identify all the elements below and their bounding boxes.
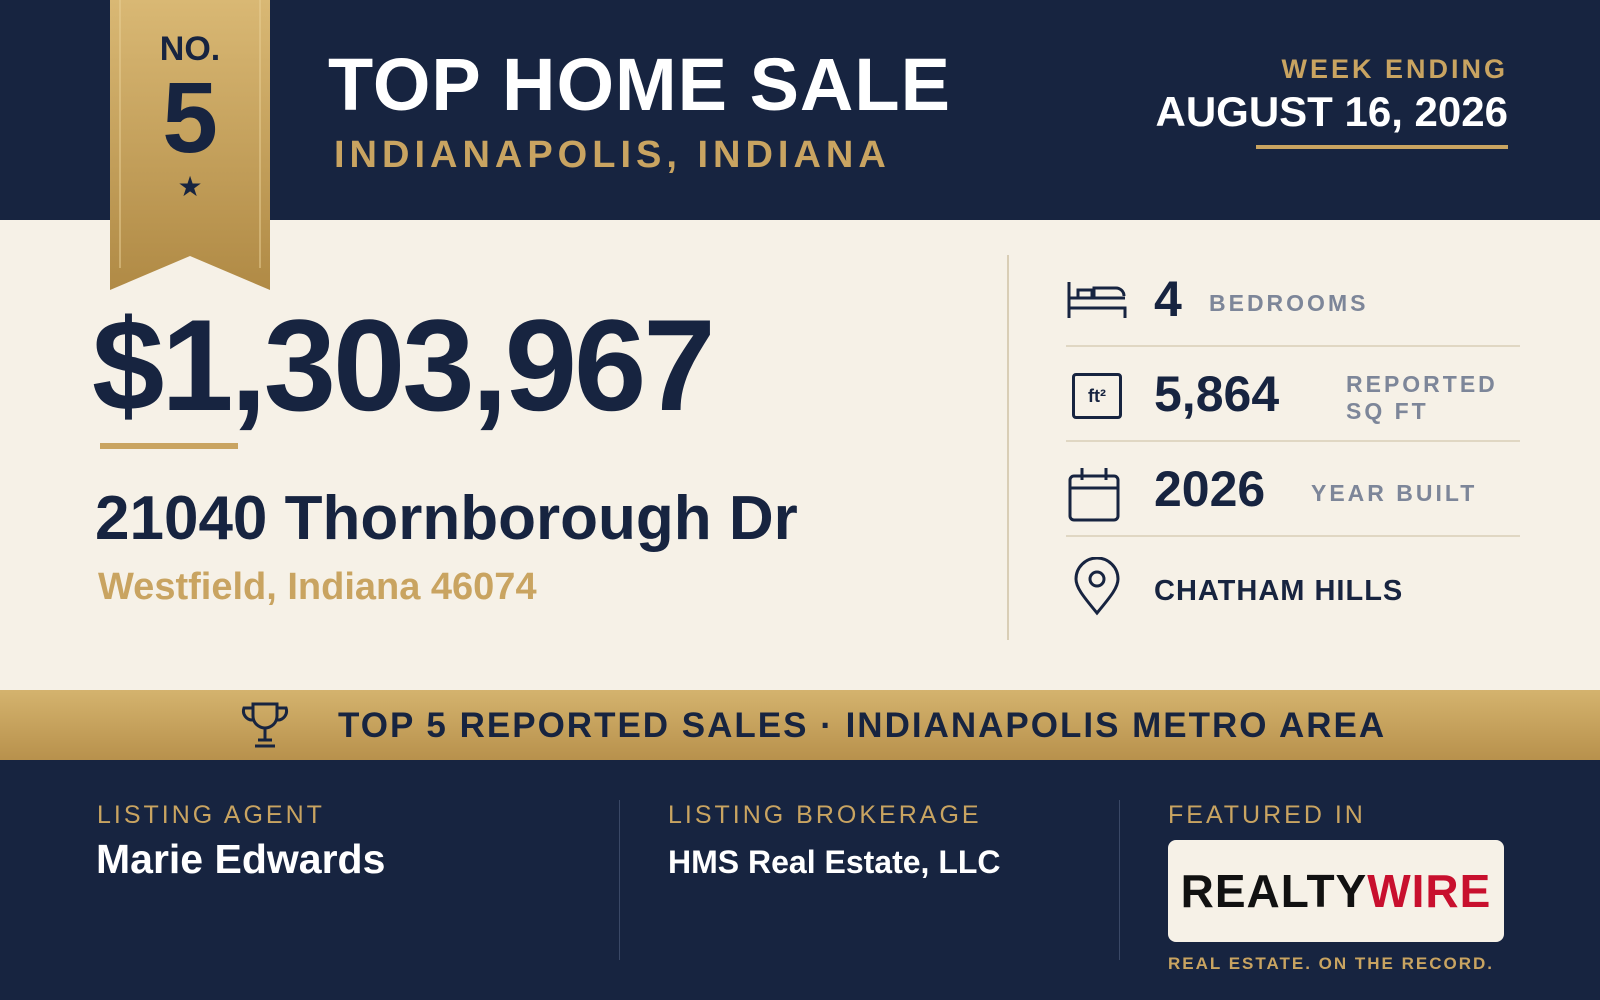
week-label: WEEK ENDING	[1281, 54, 1508, 84]
logo-realty: REALTY	[1180, 865, 1368, 917]
stat-value: 2026	[1154, 461, 1266, 517]
banner-text: TOP 5 REPORTED SALES · INDIANAPOLIS METR…	[338, 706, 1387, 745]
price-underline	[100, 443, 238, 449]
banner	[0, 690, 1600, 760]
week-underline	[1256, 145, 1508, 149]
badge-label: NO.	[159, 30, 221, 68]
trophy-icon	[242, 702, 288, 748]
divider	[1119, 800, 1120, 960]
agent-name: Marie Edwards	[96, 836, 386, 882]
subtitle: INDIANAPOLIS, INDIANA	[334, 134, 891, 176]
brokerage-label: LISTING BROKERAGE	[668, 801, 982, 829]
featured-label: FEATURED IN	[1168, 801, 1366, 829]
street: 21040 Thornborough Dr	[95, 484, 798, 553]
badge-number: 5	[162, 62, 218, 174]
logo: REALTYWIRE	[1168, 840, 1504, 942]
tagline: REAL ESTATE. ON THE RECORD.	[1168, 954, 1495, 973]
stat-row: 2026 YEAR BUILT	[1066, 442, 1520, 537]
stat-row: ft² 5,864 REPORTED SQ FT	[1066, 347, 1520, 442]
divider	[1007, 255, 1009, 640]
sqft-icon: ft²	[1072, 373, 1122, 419]
bed-icon	[1067, 282, 1127, 318]
stat-row: 4 BEDROOMS	[1066, 252, 1520, 347]
divider	[619, 800, 620, 960]
week-date: AUGUST 16, 2026	[1155, 88, 1509, 135]
title: TOP HOME SALE	[328, 43, 951, 126]
svg-text:★: ★	[177, 171, 202, 202]
calendar-icon	[1068, 468, 1120, 522]
ribbon: ★	[110, 0, 270, 290]
stat-label: YEAR BUILT	[1311, 480, 1478, 506]
city: Westfield, Indiana 46074	[98, 566, 537, 608]
pin-icon	[1074, 557, 1120, 616]
agent-label: LISTING AGENT	[97, 801, 325, 829]
logo-wire: WIRE	[1367, 865, 1492, 917]
stat-label: REPORTED SQ FT	[1346, 371, 1498, 424]
stat-value: 4	[1154, 271, 1182, 327]
neighborhood: CHATHAM HILLS	[1154, 575, 1404, 607]
stat-value: 5,864	[1154, 366, 1280, 422]
stat-label: BEDROOMS	[1209, 290, 1369, 316]
brokerage-name: HMS Real Estate, LLC	[668, 844, 1001, 880]
price: $1,303,967	[92, 292, 716, 438]
stat-row: CHATHAM HILLS	[1066, 537, 1520, 632]
